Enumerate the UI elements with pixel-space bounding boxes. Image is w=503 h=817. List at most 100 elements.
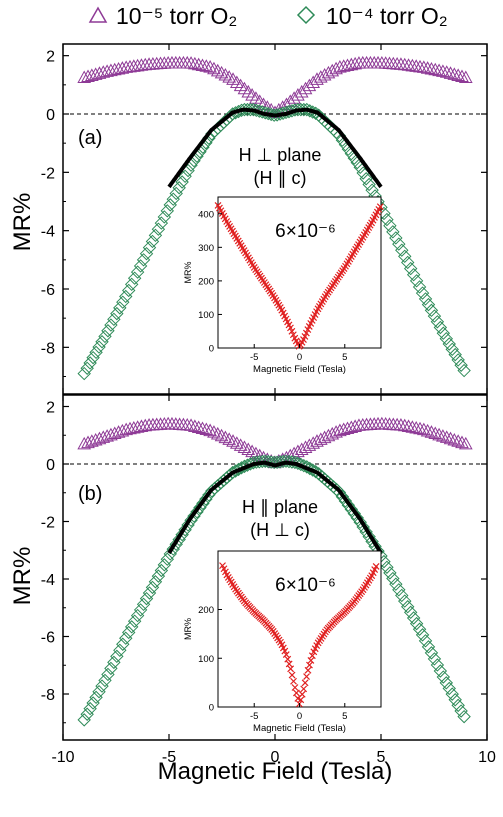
- panel-a-triangle-point: [111, 61, 126, 75]
- inset-point: [300, 685, 308, 693]
- panel-a-diamond-point: [395, 243, 409, 257]
- panel-a-triangle-point: [203, 60, 217, 73]
- panel-b-diamond-point: [448, 693, 462, 707]
- legend-diamond-marker: [296, 5, 316, 25]
- inset-y-tick-label: 0: [209, 703, 214, 714]
- panel-a-triangle-point: [100, 64, 114, 77]
- panel-a-triangle-point: [302, 78, 317, 92]
- panel-b-triangle-point: [207, 425, 221, 438]
- panel-b-triangle-point: [405, 420, 420, 433]
- y-tick-label: -2: [41, 165, 55, 182]
- panel-a-triangle-point: [191, 57, 206, 71]
- panel-a-diamond-point: [421, 297, 436, 312]
- panel-b-fit-line: [167, 460, 383, 555]
- panel-b-triangle-point: [432, 427, 446, 441]
- panel-a-diamond-point: [383, 219, 397, 233]
- inset-point: [298, 690, 306, 698]
- inset-y-tick-label: 400: [198, 209, 214, 220]
- panel-b-triangle-point: [298, 440, 313, 453]
- panel-a-triangle-point: [455, 69, 469, 82]
- panel-a-diamond-point: [430, 315, 445, 329]
- inset-point: [376, 203, 384, 211]
- panel-a-diamond-point: [389, 231, 403, 245]
- panel-a-diamond-point: [406, 268, 421, 282]
- panel-b-label: (b): [78, 483, 102, 505]
- panel-a-triangle-point: [409, 59, 424, 72]
- panel-a-triangle-point: [134, 58, 149, 71]
- panel-a-triangle-point: [413, 59, 427, 73]
- panel-b-triangle-point: [394, 418, 408, 431]
- panel-b-diamond-point: [395, 588, 409, 603]
- panel-a-triangle-point: [188, 56, 202, 70]
- panel-a-triangle-point: [443, 66, 458, 79]
- panel-b-diamond-point: [427, 652, 442, 666]
- x-axis-label: Magnetic Field (Tesla): [158, 758, 393, 785]
- panel-a-diamond-point: [169, 186, 183, 201]
- inset-frame: [217, 550, 382, 708]
- panel-b-diamond-point: [119, 631, 133, 645]
- panel-b-orientation-c: (H ⊥ c): [250, 520, 310, 540]
- panel-b-triangle-point: [237, 440, 252, 453]
- panel-b-triangle-point: [302, 438, 317, 451]
- panel-b-diamond-point: [424, 646, 439, 660]
- panel-b-y-axis-label: MR%: [9, 547, 36, 606]
- panel-a-triangle-point: [119, 60, 134, 73]
- panel-b: 2 0 -2 -4 -6 -8 -10 -5 0 5 10 (b) H ∥ plane (H ⊥ …: [9, 394, 496, 785]
- panel-b-data: [63, 416, 487, 727]
- panel-b-diamond-point: [294, 457, 308, 472]
- panel-a-triangle-point: [310, 72, 324, 85]
- panel-b-triangle-point: [203, 423, 217, 437]
- panel-a-diamond-point: [163, 198, 177, 212]
- inset-point: [284, 655, 292, 663]
- panel-b-triangle-point: [397, 418, 412, 432]
- panel-b-triangle-point: [199, 422, 214, 436]
- panel-b-diamond-point: [258, 454, 272, 468]
- panel-b-diamond-point: [190, 505, 204, 519]
- panel-a-triangle-point: [447, 67, 462, 80]
- panel-b-triangle-point: [123, 421, 137, 435]
- inset-x-tick-label: 0: [297, 352, 302, 363]
- panel-b-diamond-point: [139, 591, 154, 606]
- panel-b-diamond-point: [300, 460, 314, 474]
- panel-b-diamond-point: [77, 713, 91, 727]
- panel-b-diamond-point: [409, 616, 424, 631]
- panel-b-triangle-point: [420, 423, 435, 437]
- panel-a-diamond-point: [436, 326, 451, 340]
- panel-b-diamond-point: [98, 673, 112, 688]
- panel-b-diamond-point: [398, 594, 412, 608]
- panel-a-diamond-point: [116, 295, 130, 309]
- panel-a-diamond-point: [418, 292, 433, 306]
- y-tick-label: -4: [41, 572, 55, 589]
- panel-b-diamond-point: [392, 583, 406, 597]
- panel-b-triangle-point: [126, 420, 141, 434]
- panel-a-triangle-point: [424, 61, 439, 75]
- panel-a-triangle-point: [279, 97, 294, 111]
- panel-a-triangle-point: [439, 65, 454, 78]
- inset-point: [291, 684, 299, 691]
- inset-y-tick-label: 200: [198, 605, 214, 616]
- panel-b-diamond-point: [436, 670, 451, 684]
- panel-b-triangle-point: [413, 421, 427, 435]
- panel-b-diamond-point: [386, 571, 400, 586]
- panel-b-triangle-point: [214, 428, 229, 442]
- panel-a-diamond-point: [380, 212, 394, 227]
- panel-a-diamond-point: [365, 183, 379, 197]
- inset-point: [301, 679, 309, 687]
- panel-b-diamond-point: [187, 509, 201, 523]
- panel-a-triangle-point: [313, 70, 328, 83]
- panel-a-diamond-point: [148, 228, 163, 243]
- panel-a-diamond-point: [172, 181, 186, 195]
- panel-b-diamond-point: [418, 634, 433, 648]
- inset-y-tick-label: 0: [209, 344, 214, 355]
- panel-a-triangle-point: [195, 58, 210, 71]
- x-tick-label: 0: [271, 749, 280, 766]
- inset-point: [290, 677, 297, 685]
- panel-a-triangle-point: [123, 59, 137, 73]
- panel-a-diamond-point: [151, 222, 166, 236]
- panel-a-triangle-point: [416, 60, 431, 73]
- panel-a-triangle-point: [126, 59, 141, 72]
- panel-a-triangle-point: [436, 64, 450, 77]
- panel-b-diamond-point: [389, 577, 403, 591]
